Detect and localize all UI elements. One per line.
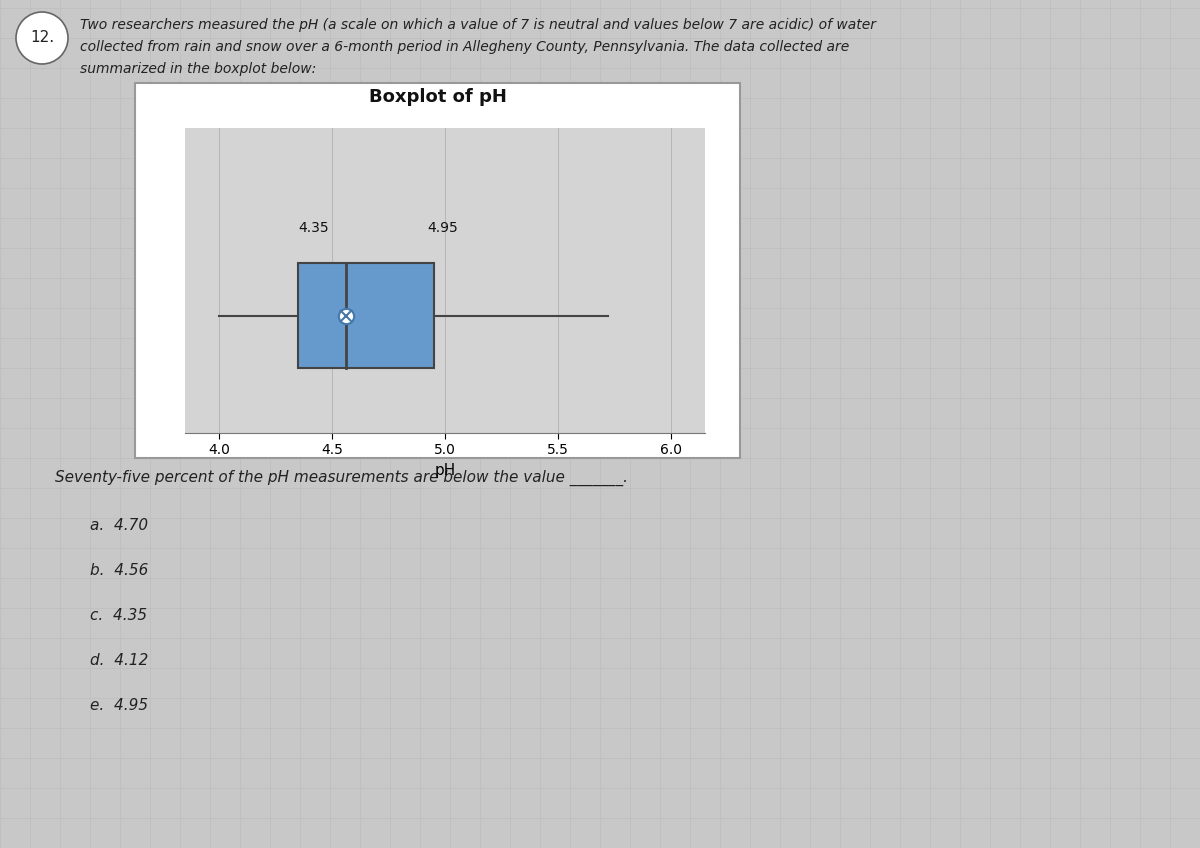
Text: b.  4.56: b. 4.56 <box>90 563 149 578</box>
Circle shape <box>16 12 68 64</box>
Text: 4.35: 4.35 <box>298 220 329 235</box>
X-axis label: pH: pH <box>434 463 456 478</box>
Text: 4.56: 4.56 <box>304 290 335 304</box>
Text: d.  4.12: d. 4.12 <box>90 653 149 668</box>
FancyBboxPatch shape <box>134 83 740 458</box>
Text: e.  4.95: e. 4.95 <box>90 698 148 713</box>
Text: 12.: 12. <box>30 31 54 46</box>
Text: collected from rain and snow over a 6-month period in Allegheny County, Pennsylv: collected from rain and snow over a 6-mo… <box>80 40 850 54</box>
Bar <box>298 263 433 369</box>
Text: Boxplot of pH: Boxplot of pH <box>368 88 506 106</box>
Text: a.  4.70: a. 4.70 <box>90 518 148 533</box>
Text: c.  4.35: c. 4.35 <box>90 608 148 623</box>
Text: Seventy-five percent of the pH measurements are below the value _______.: Seventy-five percent of the pH measureme… <box>55 470 628 486</box>
Text: summarized in the boxplot below:: summarized in the boxplot below: <box>80 62 317 76</box>
Text: 4.95: 4.95 <box>427 220 457 235</box>
Text: Two researchers measured the pH (a scale on which a value of 7 is neutral and va: Two researchers measured the pH (a scale… <box>80 18 876 32</box>
